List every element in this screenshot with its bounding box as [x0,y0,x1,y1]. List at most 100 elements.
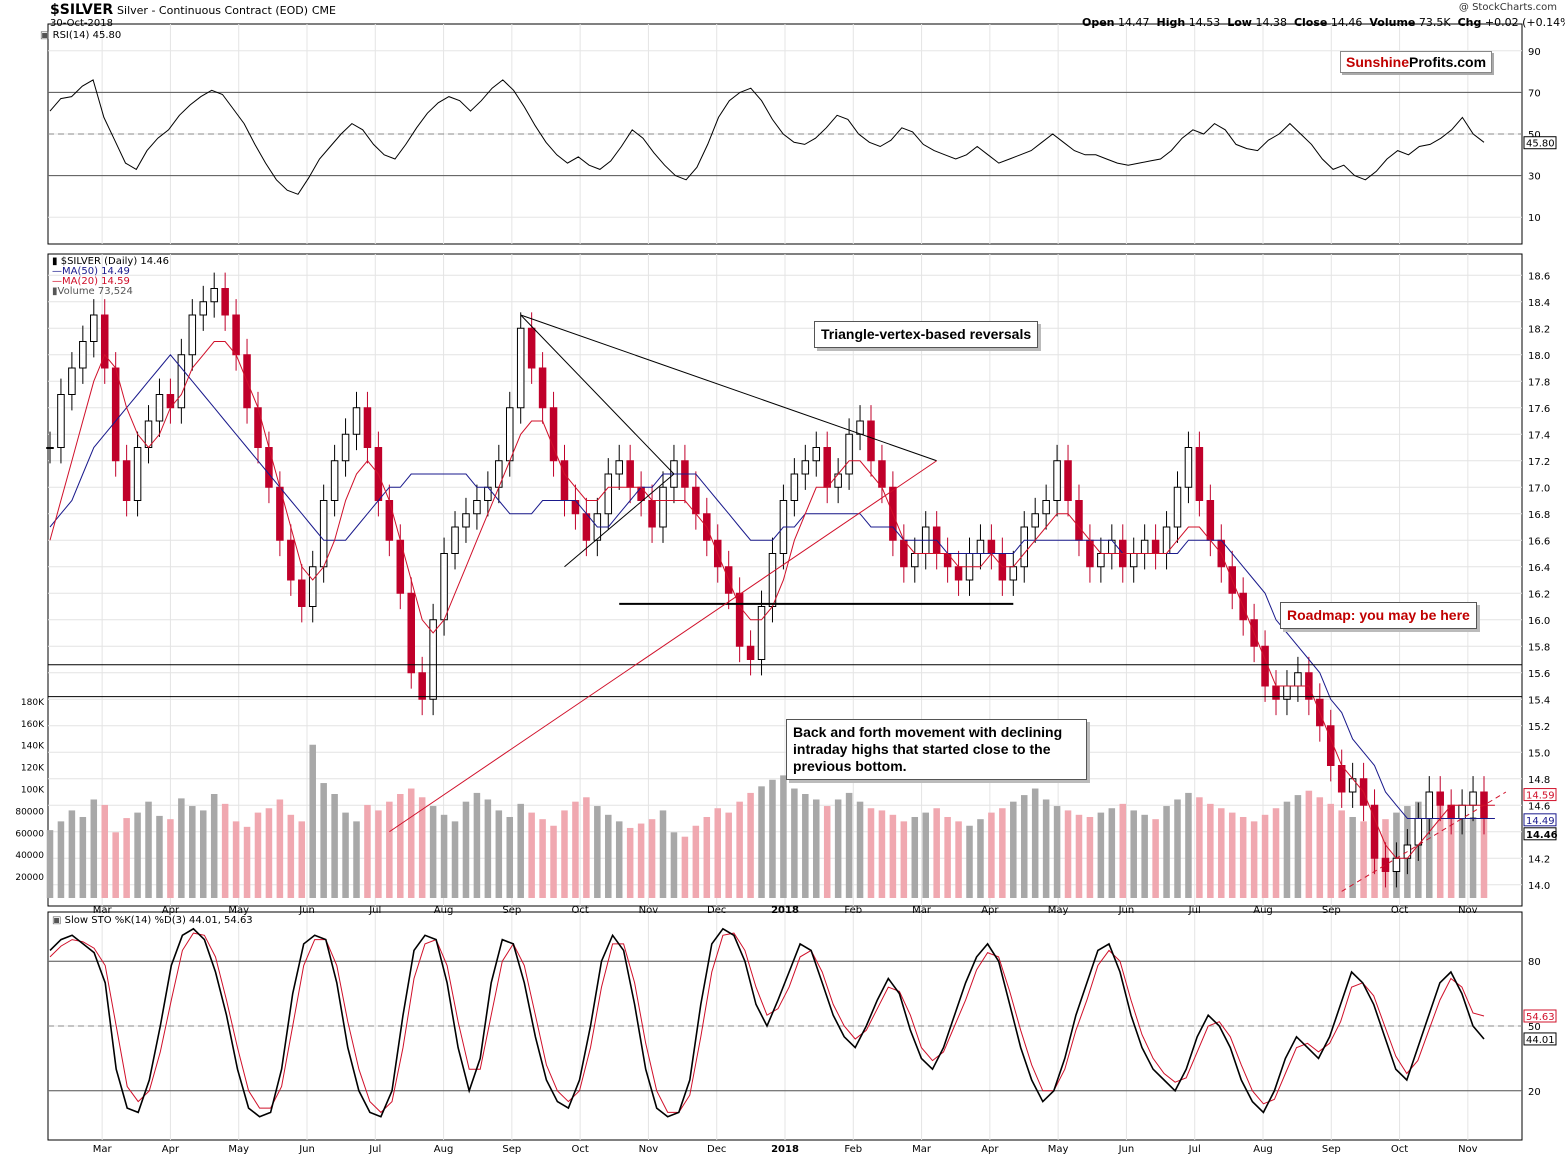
candle-body [1162,526,1171,554]
high-label: High [1156,16,1186,29]
volume-y-tick-label: 40000 [15,851,44,861]
x-tick-label-sto: Aug [1253,1144,1273,1155]
sto-legend-label: Slow STO %K(14) %D(3) 44.01, 54.63 [64,915,253,926]
volume-y-tick-label: 20000 [15,873,44,883]
candle-body [155,394,164,422]
volume-bar [189,806,196,898]
candle-body [900,539,908,568]
volume-bar [210,794,218,898]
candle-body [265,447,273,488]
x-tick-label-sto: Apr [162,1144,180,1155]
x-tick-label-sto: Nov [639,1144,659,1155]
volume-bar [46,830,54,898]
price-y-tick-label: 18.0 [1528,351,1550,362]
candle-body [177,354,186,409]
candle-body [68,367,76,395]
chg-value: +0.02 (+0.14%) [1484,16,1565,29]
sto-series-k [49,927,1485,1118]
volume-bar [1272,808,1280,898]
candle-body [166,394,175,409]
sto-series-d [49,932,1485,1114]
volume-bar [692,825,700,898]
candle-body [330,460,339,501]
volume-bar [298,821,306,898]
candle-body [1086,539,1094,568]
high-value: 14.53 [1188,16,1221,29]
instrument-name: Silver - Continuous Contract (EOD) [117,4,309,17]
candle-body [1064,460,1072,501]
price-legend-label: $SILVER (Daily) 14.46 [60,256,170,267]
volume-bar [145,801,152,898]
volume-bar [1053,806,1061,898]
sto-k-last-box [1523,1032,1557,1046]
price-y-tick-label: 17.8 [1528,377,1550,388]
ma20-legend-icon: — [52,276,62,287]
volume-bar [287,814,295,898]
volume-bar [1075,814,1083,898]
volume-bar [878,810,886,898]
x-tick-label-price: Jul [368,905,381,916]
volume-bar [276,799,284,898]
volume-bar [1327,803,1335,898]
price-y-tick-label: 14.6 [1528,801,1550,812]
candle-body [746,645,755,660]
candle-body [1009,566,1018,581]
volume-y-tick-label: 60000 [15,829,44,839]
candle-body [1370,804,1379,859]
x-tick-label-price: Nov [1458,905,1478,916]
volume-bar [714,808,721,898]
volume-bar [451,821,459,898]
volume-y-tick-label: 160K [21,720,45,730]
volume-bar [615,821,623,898]
volume-bar [1207,803,1214,898]
x-tick-label-sto: Oct [571,1144,588,1155]
candle-body [867,420,875,462]
candle-body [1272,685,1280,700]
volume-bar [813,799,820,898]
sto-d-last-box [1523,1009,1557,1023]
candle-body [1053,460,1061,501]
volume-bar [79,816,87,898]
x-tick-label-sto: Sep [502,1144,521,1155]
x-tick-label-price: Apr [981,905,999,916]
x-tick-label-price: Aug [434,905,454,916]
volume-legend-label: Volume 73,524 [57,286,133,297]
price-y-tick-label: 18.6 [1528,271,1550,282]
volume-bar [703,816,711,898]
volume-bar [1108,808,1116,898]
volume-bar [123,818,130,898]
volume-bar [1130,810,1137,898]
candle-body [287,539,295,581]
price-y-tick-label: 15.6 [1528,669,1550,680]
volume-bar [199,810,207,898]
small-triangle-upper-line [520,314,675,475]
candle-body [418,672,426,700]
logo-part2: Profits.com [1409,54,1487,70]
candle-body [122,460,131,501]
volume-bar [944,816,951,898]
volume-bar [889,814,897,898]
volume-bar [309,744,316,898]
price-ma50-line [49,354,1495,819]
volume-bar [550,825,557,898]
open-label: Open [1082,16,1115,29]
candle-body [976,539,985,554]
x-tick-label-sto: Jul [1188,1144,1201,1155]
back-forth-line-2: intraday highs that started close to the [793,741,1051,757]
volume-value: 73.5K [1418,16,1451,29]
volume-bar [57,821,65,898]
price-y-tick-label: 15.4 [1528,695,1550,706]
volume-bar [1119,803,1127,898]
x-tick-label-price: Oct [571,905,588,916]
rsi-y-tick-label: 10 [1528,213,1541,224]
candle-body [210,288,218,303]
volume-bar [1436,803,1444,898]
x-tick-label-price: May [1048,905,1069,916]
candle-body [1151,539,1160,554]
price-y-tick-label: 17.0 [1528,483,1550,494]
candle-body [911,553,919,568]
x-tick-label-sto: Apr [981,1144,999,1155]
candle-body [232,314,240,356]
volume-bar [320,783,327,898]
ma50-legend-icon: — [52,266,62,277]
